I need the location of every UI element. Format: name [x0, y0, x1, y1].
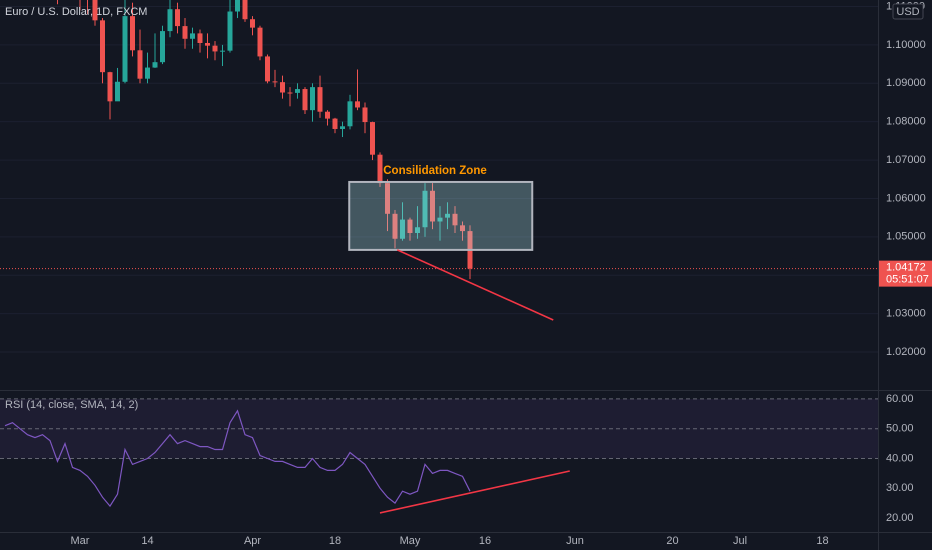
chart-title: Euro / U.S. Dollar, 1D, FXCM — [5, 6, 147, 18]
trend-line — [379, 470, 570, 514]
candle-body — [175, 9, 181, 27]
y-tick-label: 1.07000 — [886, 154, 926, 166]
candle-body — [340, 126, 346, 129]
candle-body — [355, 101, 361, 108]
candle-body — [430, 190, 436, 222]
candle-body — [325, 111, 331, 119]
candle-body — [92, 0, 98, 21]
candle-body — [445, 213, 451, 218]
x-tick-label: Jul — [733, 535, 747, 547]
x-tick-label: 14 — [141, 535, 153, 547]
y-tick-label: 1.05000 — [886, 231, 926, 243]
candle-body — [130, 16, 136, 51]
candle-body — [152, 62, 158, 68]
x-tick-label: 18 — [816, 535, 828, 547]
candle-body — [257, 27, 263, 57]
candle-body — [250, 19, 256, 28]
candle-body — [137, 50, 143, 79]
trend-line — [396, 249, 554, 321]
candle-body — [385, 183, 391, 214]
rsi-line — [4, 409, 471, 508]
last-price-label: 1.04172 — [886, 262, 926, 274]
candle-body — [400, 219, 406, 239]
zone-rect — [348, 180, 534, 251]
candle-body — [362, 107, 368, 123]
price-pane: Consilidation Zone — [0, 0, 878, 353]
countdown: 05:51:07 — [886, 274, 929, 286]
last-price-badge — [879, 260, 932, 287]
x-tick-label: Apr — [244, 535, 261, 547]
candle-body — [452, 213, 458, 226]
currency: USD — [896, 6, 919, 18]
candle-body — [212, 45, 218, 52]
candle-body — [235, 0, 241, 12]
y-tick-label: 60.00 — [886, 393, 914, 405]
candle-body — [460, 225, 466, 232]
candle-body — [122, 16, 128, 82]
zone-label: Consilidation Zone — [383, 165, 487, 177]
candle-body — [107, 72, 113, 102]
candle-body — [242, 0, 248, 20]
y-tick-label: 1.08000 — [886, 116, 926, 128]
candle-body — [182, 26, 188, 39]
y-tick-label: 1.09000 — [886, 77, 926, 89]
x-tick-label: Mar — [71, 535, 90, 547]
candle-body — [332, 118, 338, 129]
y-tick-label: 1.03000 — [886, 308, 926, 320]
candle-body — [377, 154, 383, 184]
candle-body — [272, 81, 278, 83]
candle-body — [310, 87, 316, 111]
candle-body — [295, 89, 301, 93]
candle-body — [370, 122, 376, 155]
candle-body — [160, 31, 166, 63]
currency-badge[interactable] — [892, 3, 924, 20]
x-tick-label: 16 — [479, 535, 491, 547]
y-tick-label: 30.00 — [886, 482, 914, 494]
candle-body — [115, 81, 121, 102]
candle-body — [302, 89, 308, 111]
candle-body — [415, 227, 421, 234]
candle-body — [220, 50, 226, 52]
candle-body — [392, 213, 398, 239]
candle-body — [227, 11, 233, 51]
y-tick-label: 50.00 — [886, 423, 914, 435]
y-tick-label: 20.00 — [886, 512, 914, 524]
candle-body — [197, 33, 203, 43]
x-tick-label: May — [400, 535, 421, 547]
y-tick-label: 1.02000 — [886, 346, 926, 358]
x-tick-label: 18 — [329, 535, 341, 547]
candle-body — [422, 190, 428, 228]
candle-body — [167, 9, 173, 32]
x-tick-label: 20 — [666, 535, 678, 547]
y-tick-label: 40.00 — [886, 452, 914, 464]
candle-body — [407, 219, 413, 234]
candle-body — [100, 20, 106, 73]
candle-body — [265, 56, 271, 82]
candle-body — [190, 33, 196, 39]
y-tick-label: 1.10000 — [886, 39, 926, 51]
candle-body — [280, 82, 286, 93]
candle-body — [287, 92, 293, 94]
rsi-pane — [0, 398, 878, 514]
candle-body — [437, 217, 443, 222]
candle-body — [145, 67, 151, 79]
candle-body — [347, 101, 353, 127]
y-tick-label: 1.06000 — [886, 192, 926, 204]
candle-body — [317, 87, 323, 112]
x-tick-label: Jun — [566, 535, 584, 547]
candle-body — [205, 42, 211, 46]
indicator-title: RSI (14, close, SMA, 14, 2) — [5, 399, 138, 411]
